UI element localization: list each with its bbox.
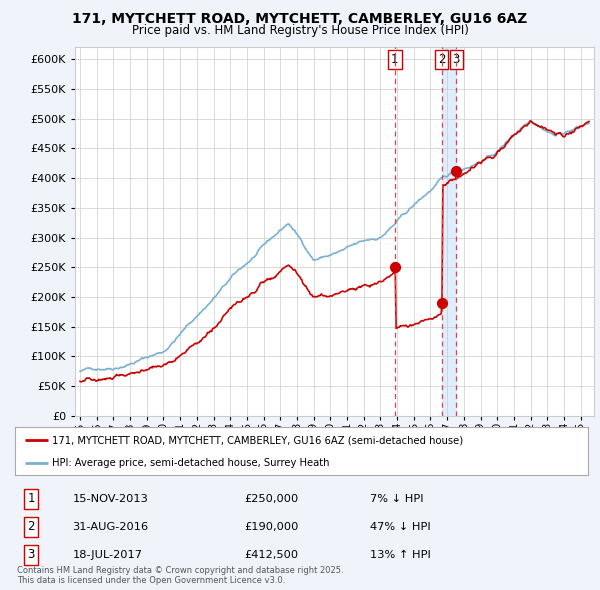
Text: 2: 2 <box>438 53 445 65</box>
Text: 1: 1 <box>27 492 35 505</box>
Text: 18-JUL-2017: 18-JUL-2017 <box>73 550 142 560</box>
Text: 3: 3 <box>452 53 460 65</box>
Point <box>437 298 446 307</box>
Text: 13% ↑ HPI: 13% ↑ HPI <box>370 550 431 560</box>
Text: 1: 1 <box>391 53 398 65</box>
Point <box>390 263 400 272</box>
Point <box>451 166 461 175</box>
Text: £412,500: £412,500 <box>244 550 298 560</box>
Text: 171, MYTCHETT ROAD, MYTCHETT, CAMBERLEY, GU16 6AZ (semi-detached house): 171, MYTCHETT ROAD, MYTCHETT, CAMBERLEY,… <box>52 435 463 445</box>
Text: HPI: Average price, semi-detached house, Surrey Heath: HPI: Average price, semi-detached house,… <box>52 458 330 468</box>
Text: £190,000: £190,000 <box>244 522 299 532</box>
Text: 31-AUG-2016: 31-AUG-2016 <box>73 522 148 532</box>
Text: Contains HM Land Registry data © Crown copyright and database right 2025.
This d: Contains HM Land Registry data © Crown c… <box>17 566 343 585</box>
Text: Price paid vs. HM Land Registry's House Price Index (HPI): Price paid vs. HM Land Registry's House … <box>131 24 469 37</box>
Text: 3: 3 <box>28 548 35 561</box>
Text: 47% ↓ HPI: 47% ↓ HPI <box>370 522 431 532</box>
Text: 7% ↓ HPI: 7% ↓ HPI <box>370 494 424 504</box>
Text: £250,000: £250,000 <box>244 494 298 504</box>
Bar <box>442 47 456 416</box>
Text: 2: 2 <box>27 520 35 533</box>
Text: 171, MYTCHETT ROAD, MYTCHETT, CAMBERLEY, GU16 6AZ: 171, MYTCHETT ROAD, MYTCHETT, CAMBERLEY,… <box>73 12 527 26</box>
Text: 15-NOV-2013: 15-NOV-2013 <box>73 494 148 504</box>
